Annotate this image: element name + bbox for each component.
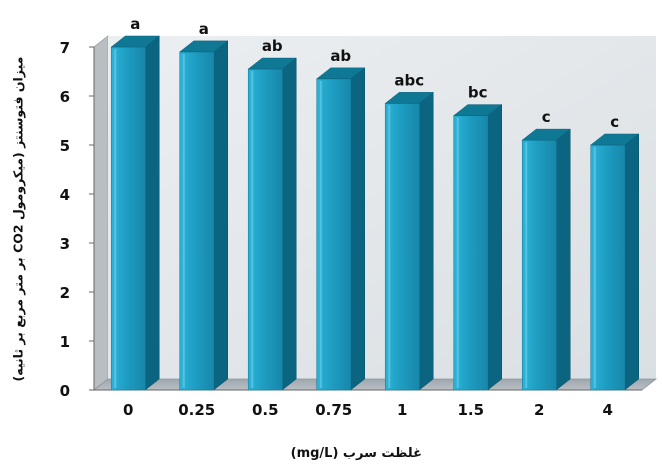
side-wall [93, 35, 109, 391]
bar-top [247, 57, 297, 70]
y-axis-title-wrap: میزان فتوسنتز (میکرومول CO2 بر متر مربع … [6, 22, 30, 417]
back-wall [108, 36, 656, 379]
bar [453, 115, 489, 391]
x-tick-label: 0 [123, 401, 133, 419]
y-tick-label: 1 [60, 333, 70, 351]
bar-top [590, 133, 640, 146]
bar-top [179, 40, 229, 53]
y-tick-label: 6 [60, 88, 70, 106]
bar-side [556, 128, 571, 391]
y-axis-ticks: 0 1 2 3 4 5 6 7 [60, 39, 94, 400]
bar [247, 68, 283, 391]
significance-letter: a [130, 15, 140, 33]
plot-background [92, 35, 658, 391]
bar [179, 51, 215, 391]
significance-letter: a [199, 20, 209, 38]
y-tick-label: 2 [60, 284, 70, 302]
bar [316, 78, 352, 391]
bar-side [419, 91, 434, 391]
floor [92, 378, 658, 391]
bar-side [145, 35, 160, 391]
bar-side [282, 57, 297, 391]
x-tick-label: 0.75 [315, 401, 352, 419]
y-tick-label: 0 [60, 382, 70, 400]
y-tick-label: 4 [60, 186, 70, 204]
bar-top [453, 104, 503, 116]
bar [384, 103, 420, 391]
x-tick-label: 4 [603, 401, 613, 419]
significance-letter: ab [262, 37, 283, 55]
x-axis-ticks: 0 0.25 0.5 0.75 1 1.5 2 4 [123, 401, 613, 419]
significance-letter: c [542, 108, 551, 126]
x-tick-label: 0.25 [178, 401, 215, 419]
y-tick-label: 7 [60, 39, 70, 57]
bar-top [316, 67, 366, 80]
significance-letter: c [610, 113, 619, 131]
significance-letter: abc [394, 71, 424, 89]
significance-letter: ab [330, 47, 351, 65]
x-tick-label: 1 [397, 401, 407, 419]
bar [110, 46, 146, 391]
bar-side [624, 133, 639, 391]
bar-side [213, 40, 228, 391]
y-axis-title: میزان فتوسنتز (میکرومول CO2 بر متر مربع … [10, 56, 26, 382]
bar [521, 139, 557, 391]
x-tick-label: 0.5 [252, 401, 279, 419]
x-tick-label: 1.5 [457, 401, 484, 419]
x-tick-label: 2 [534, 401, 544, 419]
bar-top [521, 128, 571, 141]
x-axis-title: غلظت سرب (mg/L) [290, 446, 422, 461]
y-tick-label: 3 [60, 235, 70, 253]
bar-side [350, 67, 365, 391]
bar-top [110, 35, 160, 48]
significance-letter: bc [468, 84, 488, 102]
bar-side [487, 104, 502, 391]
bars: a a ab ab abc bc c c [110, 15, 640, 391]
y-tick-label: 5 [60, 137, 70, 155]
bar-top [384, 92, 434, 104]
bar [590, 144, 626, 391]
